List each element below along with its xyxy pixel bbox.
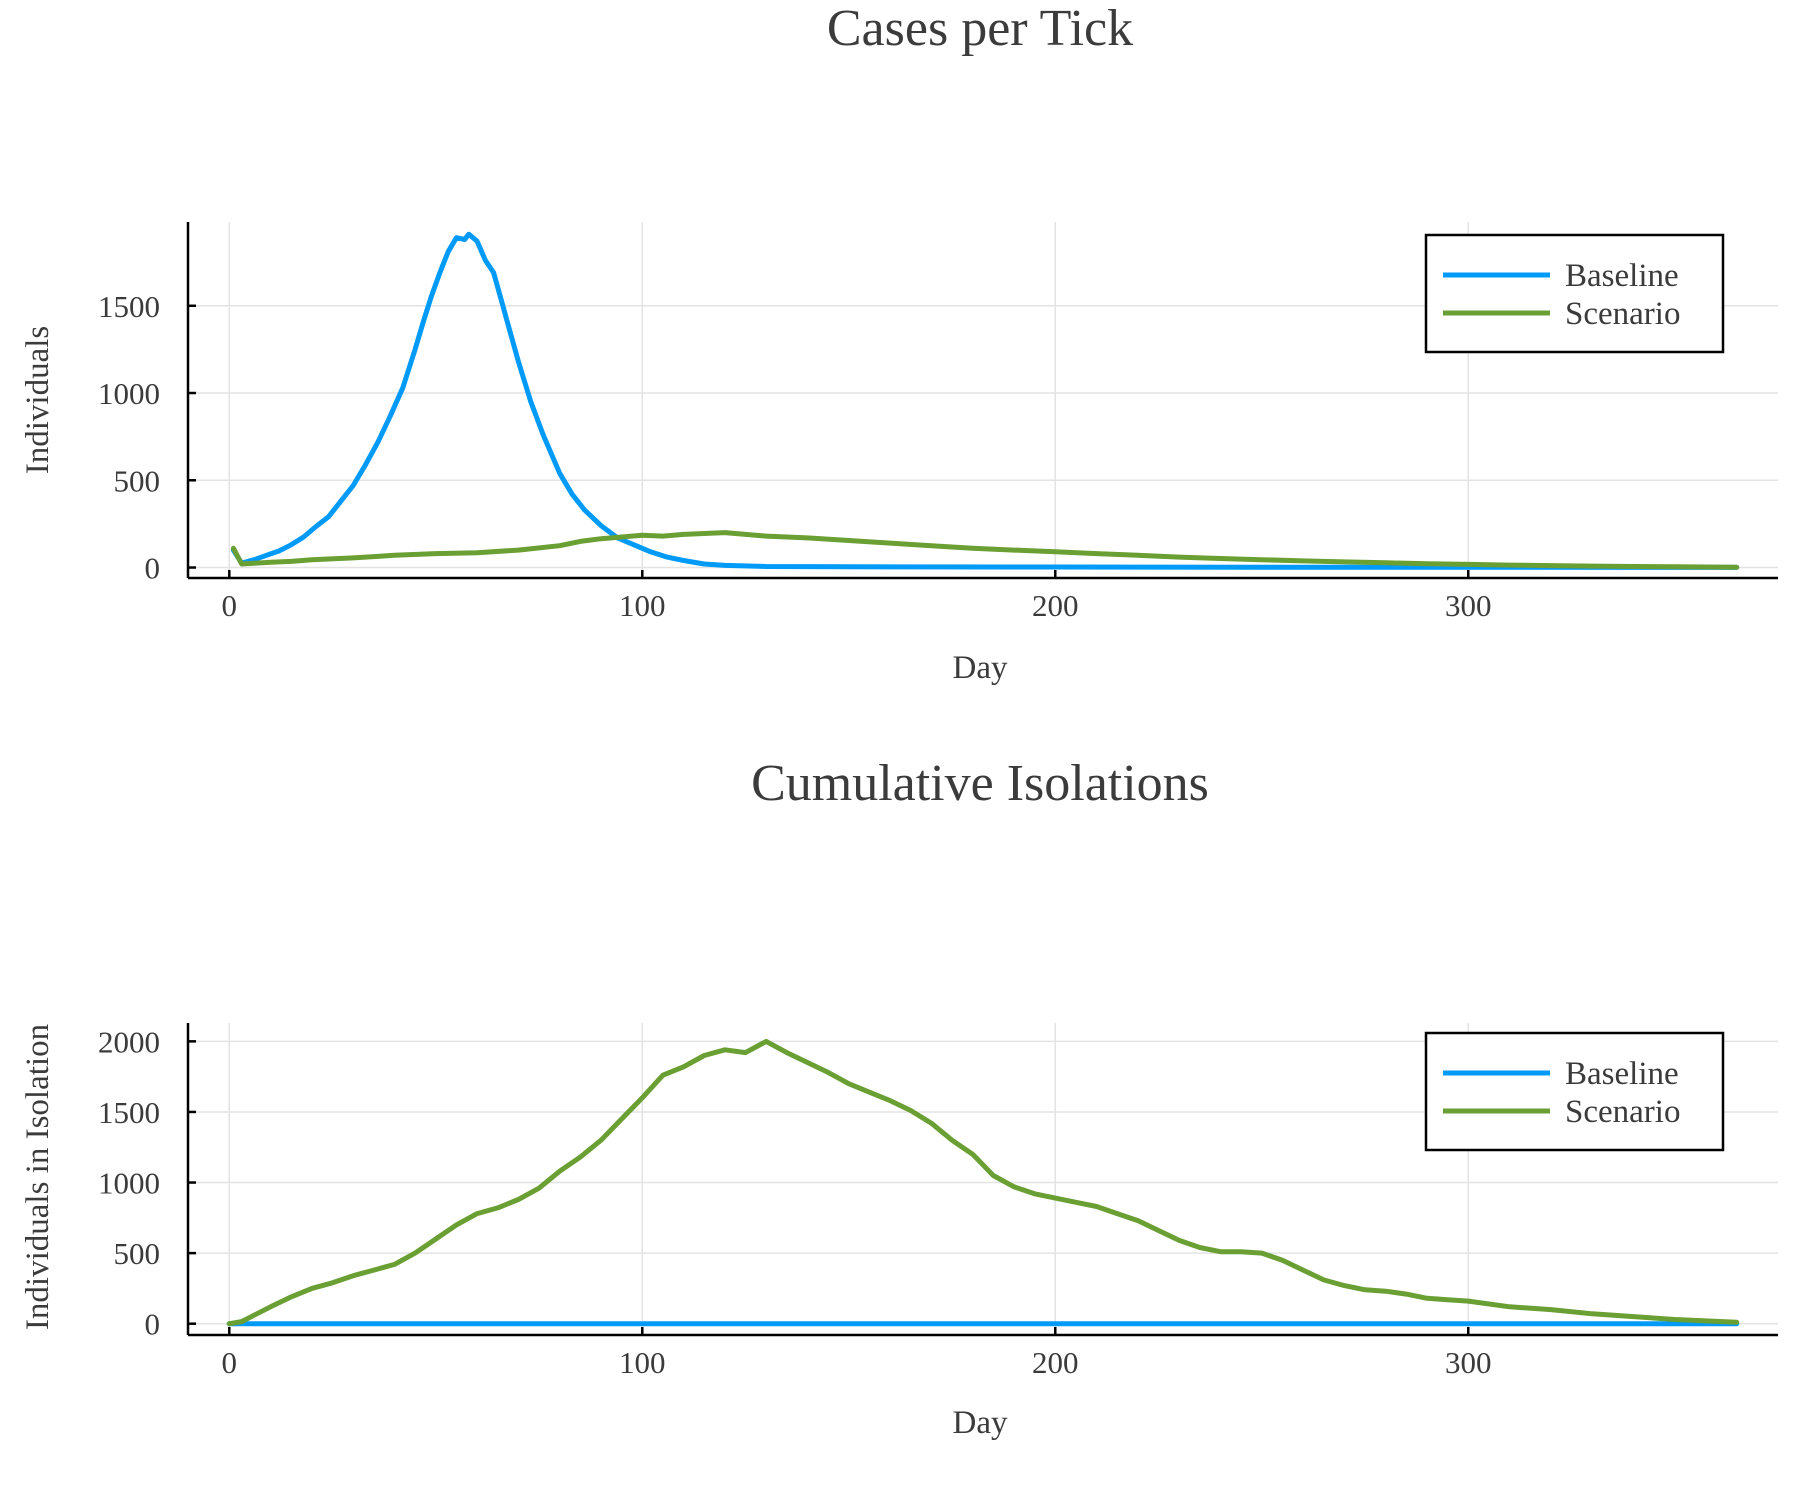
y-tick-label: 500 [114, 1236, 161, 1271]
x-tick-label: 300 [1445, 588, 1492, 623]
y-tick-label: 500 [114, 463, 161, 498]
chart-title: Cumulative Isolations [751, 755, 1209, 812]
x-tick-label: 0 [222, 588, 238, 623]
x-tick-label: 100 [619, 588, 666, 623]
legend: Baseline Scenario [1424, 1031, 1725, 1152]
legend-box [1424, 233, 1725, 354]
x-tick-label: 200 [1032, 1345, 1079, 1380]
series-line-scenario [226, 1038, 1740, 1327]
chart-cumulative-isolations: Cumulative Isolations 0 100 200 300 0 500 1000… [20, 755, 1778, 1441]
legend-box [1424, 1031, 1725, 1152]
y-tick-label: 0 [145, 551, 161, 586]
y-tick-label: 1000 [98, 1166, 160, 1201]
legend: Baseline Scenario [1424, 233, 1725, 354]
legend-label-baseline: Baseline [1565, 1056, 1679, 1092]
chart-cases-per-tick: Cases per Tick 0 100 200 300 0 500 1000 1500 Da… [20, 0, 1778, 686]
series-line-scenario [230, 530, 1740, 570]
y-tick-label: 1000 [98, 376, 160, 411]
series-group [230, 231, 1740, 570]
y-axis-label: Individuals in Isolation [20, 1024, 56, 1330]
y-tick-label: 1500 [98, 1095, 160, 1130]
axes [186, 1023, 1778, 1337]
y-tick-label: 2000 [98, 1024, 160, 1059]
legend-label-baseline: Baseline [1565, 258, 1679, 294]
series-line-baseline [230, 231, 1740, 570]
x-tick-label: 200 [1032, 588, 1079, 623]
axes [186, 222, 1778, 580]
x-tick-label: 300 [1445, 1345, 1492, 1380]
legend-label-scenario: Scenario [1565, 296, 1680, 332]
x-axis-label: Day [953, 650, 1008, 686]
series-group [226, 1038, 1740, 1327]
x-tick-label: 0 [222, 1345, 238, 1380]
y-tick-label: 1500 [98, 289, 160, 324]
chart-title: Cases per Tick [827, 0, 1133, 57]
x-tick-label: 100 [619, 1345, 666, 1380]
y-tick-label: 0 [145, 1307, 161, 1342]
tick-labels: 0 100 200 300 0 500 1000 1500 2000 [98, 1024, 1492, 1380]
x-axis-label: Day [953, 1405, 1008, 1441]
legend-label-scenario: Scenario [1565, 1094, 1680, 1130]
y-axis-label: Individuals [20, 326, 56, 474]
tick-labels: 0 100 200 300 0 500 1000 1500 [98, 289, 1492, 623]
